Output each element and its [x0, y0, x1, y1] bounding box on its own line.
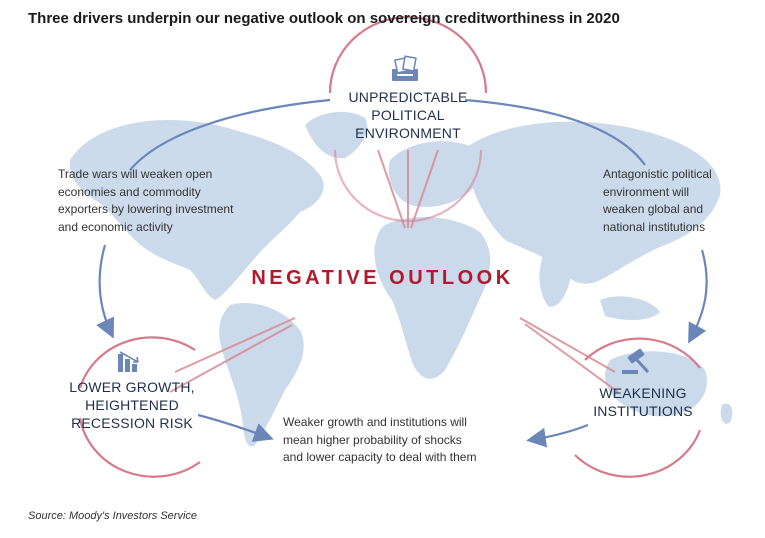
- bar-chart-down-icon: [118, 351, 139, 372]
- driver-growth-line: LOWER GROWTH,: [69, 379, 195, 395]
- note-left-line: and economic activity: [58, 219, 173, 234]
- red-rays: [169, 149, 619, 393]
- arrow-political-to-left-note: [129, 98, 331, 171]
- flow-arrows: [96, 98, 708, 448]
- driver-institutions: WEAKENING INSTITUTIONS: [568, 384, 718, 420]
- arrow-institutions-to-bottom: [526, 423, 589, 448]
- arrow-to-institutions: [688, 249, 708, 344]
- political-circle: [328, 16, 488, 94]
- arrow-political-to-right-note: [464, 98, 646, 166]
- ballot-icon: [392, 55, 418, 81]
- driver-political: UNPREDICTABLE POLITICAL ENVIRONMENT: [318, 88, 498, 142]
- note-bottom-line: mean higher probability of shocks: [283, 432, 462, 447]
- driver-growth-line: RECESSION RISK: [71, 415, 193, 431]
- driver-growth-line: HEIGHTENED: [85, 397, 179, 413]
- driver-growth: LOWER GROWTH, HEIGHTENED RECESSION RISK: [52, 378, 212, 432]
- driver-political-line: POLITICAL: [371, 107, 445, 123]
- institutions-circle: [584, 337, 701, 369]
- driver-institutions-line: INSTITUTIONS: [593, 403, 693, 419]
- note-left-line: economies and commodity: [58, 184, 201, 199]
- center-label: NEGATIVE OUTLOOK: [251, 267, 514, 289]
- note-right-line: Antagonistic political: [603, 167, 712, 181]
- note-left: Trade wars will weaken open economies an…: [58, 166, 233, 236]
- note-right-line: environment will: [603, 184, 690, 199]
- driver-circles: [78, 16, 702, 478]
- note-left-line: Trade wars will weaken open: [58, 167, 213, 181]
- driver-institutions-line: WEAKENING: [599, 385, 687, 401]
- note-bottom-line: and lower capacity to deal with them: [283, 450, 477, 464]
- note-bottom: Weaker growth and institutions will mean…: [283, 414, 476, 467]
- note-left-line: exporters by lowering investment: [58, 202, 234, 216]
- arrow-to-growth: [96, 244, 115, 339]
- arrow-growth-to-bottom: [197, 413, 274, 442]
- note-right: Antagonistic political environment will …: [603, 166, 712, 236]
- gavel-icon: [622, 348, 650, 374]
- chart-title: Three drivers underpin our negative outl…: [28, 10, 620, 27]
- note-right-line: weaken global and: [603, 202, 704, 216]
- driver-political-line: UNPREDICTABLE: [348, 89, 468, 105]
- note-right-line: national institutions: [603, 219, 706, 234]
- source-note: Source: Moody's Investors Service: [28, 510, 198, 522]
- note-bottom-line: Weaker growth and institutions will: [283, 415, 467, 429]
- driver-political-line: ENVIRONMENT: [355, 125, 461, 141]
- growth-circle: [78, 336, 196, 389]
